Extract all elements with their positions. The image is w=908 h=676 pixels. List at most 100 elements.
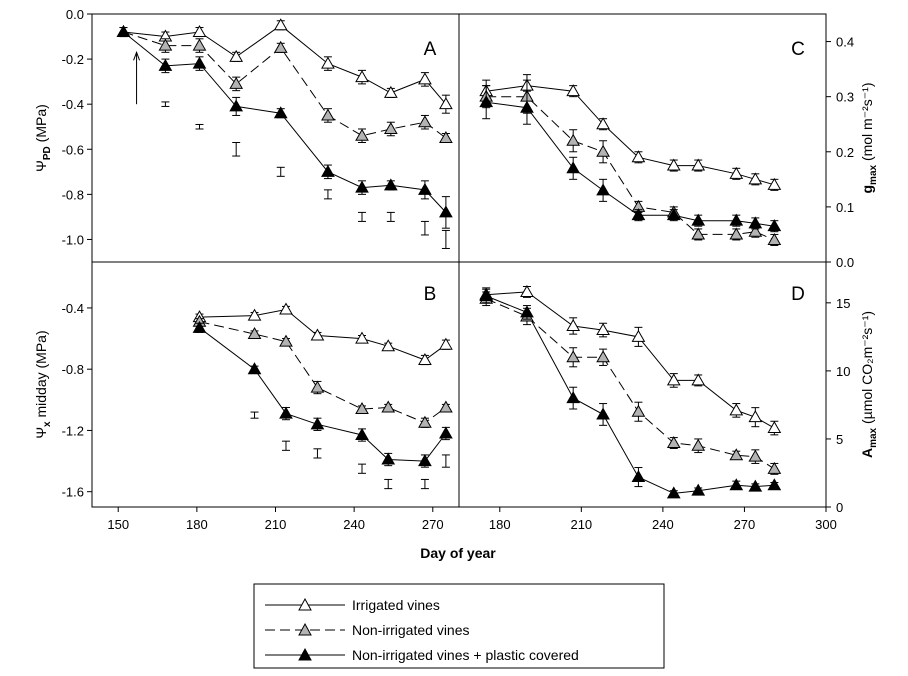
panel-d-line-covered [486,295,775,494]
panel-d-point-irrigated [631,329,646,342]
panel-b-point-covered [247,362,262,375]
panel-c-point-covered [748,216,763,229]
panel-b-point-irrigated [418,352,432,365]
panel-c-point-covered [596,183,610,196]
panel-b-point-irrigated [247,308,262,321]
legend-entry-irrigated: Irrigated vines [265,597,440,613]
panel-a-point-covered [116,25,131,38]
panel-b-ylabel: Ψx midday (MPa) [33,330,53,438]
panel-a-point-irrigated [273,18,288,31]
panel-c-point-non_irrigated [767,232,782,245]
chart-text: 0.0 -0.2 -0.4 -0.6 -0.8 -1.0 A ΨPD (MPa) -0.4 -0.… [33,7,879,532]
panel-b-error-only-bar [441,454,450,468]
panel-b-error-only-bar [281,440,290,451]
panel-b-ytick-label: -0.4 [62,301,84,316]
panel-a-point-covered [418,182,432,195]
panel-d-xtick-label: 210 [570,517,592,532]
panel-a-point-irrigated [229,49,244,62]
panel-a-point-covered [439,205,453,218]
panel-a-error-only-bar [161,101,170,107]
panel-d-ylabel: Amax (µmol CO₂m⁻²s⁻¹) [859,311,879,458]
legend-marker-covered [298,647,312,661]
panel-d-line-irrigated [486,291,775,429]
panel-d-point-irrigated [520,284,534,297]
panel-c-point-irrigated [748,172,763,185]
panel-c-ytick-label: 0.3 [836,90,854,105]
panel-a-point-non_irrigated [383,121,398,134]
panel-b-point-non_irrigated [247,326,262,339]
panel-a-error-only-bar [323,189,332,200]
panel-c-point-non_irrigated [729,227,744,240]
panel-b-point-irrigated [381,339,396,352]
panel-a-point-non_irrigated [355,128,369,141]
panel-a-ytick-label: -0.4 [62,97,84,112]
panel-b-error-only-bar [358,463,367,474]
panel-b-line-non_irrigated [199,321,447,424]
panel-a-point-irrigated [321,56,335,69]
panel-d-point-covered [631,470,646,483]
panel-d-point-covered [767,478,782,491]
panel-b-point-covered [418,454,432,467]
panel-c-ytick-label: 0.0 [836,255,854,270]
panel-c-ytick-label: 0.2 [836,145,854,160]
panel-b-letter: B [424,284,437,305]
panel-c-point-covered [666,208,681,221]
panel-b-error-only-bar [420,478,429,490]
panel-a-point-covered [158,58,173,71]
panel-a-point-non_irrigated [192,38,207,51]
panel-c-line-non_irrigated [486,96,775,241]
panel-d-xtick-label: 270 [734,517,756,532]
panel-a-error-only-bar [195,123,204,130]
panel-frames [87,13,831,512]
panel-c-point-covered [479,95,494,108]
panel-c-point-non_irrigated [566,133,581,146]
panel-a-point-non_irrigated [229,76,244,89]
panel-a-point-non_irrigated [273,40,288,53]
panel-c-point-non_irrigated [596,144,610,157]
panel-a-point-covered [355,180,369,193]
panel-a-point-covered [192,56,207,69]
panel-b-point-covered [439,426,453,439]
panel-a-point-irrigated [383,85,398,98]
panel-b-error-only-bar [384,478,393,490]
panel-d-point-irrigated [566,318,581,331]
panel-b-point-covered [310,417,325,430]
panel-c-point-irrigated [596,117,610,130]
panel-a-point-irrigated [439,97,453,110]
panel-d-point-irrigated [729,403,744,416]
panel-b-point-non_irrigated [439,400,453,413]
panel-a-error-only-bar [441,229,450,249]
legend-entry-non-irrigated: Non-irrigated vines [265,622,470,638]
panel-d-line-non_irrigated [486,298,775,470]
legend-label-irrigated: Irrigated vines [352,597,440,613]
panel-d-point-non_irrigated [748,449,763,462]
panel-d-point-non_irrigated [666,436,681,449]
panel-a-point-non_irrigated [158,38,173,51]
panel-c-ytick-label: 0.1 [836,200,854,215]
panel-d-point-irrigated [666,373,681,386]
panel-c-letter: C [791,39,805,60]
panel-c-ylabel: gmax (mol m⁻²s⁻¹) [859,82,879,193]
panel-b-point-covered [192,320,207,333]
legend-marker-non-irrigated [298,622,312,636]
panel-d-point-covered [520,305,534,318]
panel-d-point-non_irrigated [729,448,744,461]
panel-d-point-covered [666,486,681,499]
panel-d-ytick-label: 0 [836,500,843,515]
panel-c-point-covered [520,100,534,113]
legend-label-non-irrigated: Non-irrigated vines [352,622,470,638]
panel-a-error-only-bar [276,166,285,177]
panel-a-point-irrigated [355,70,369,83]
panel-b-point-covered [381,452,396,465]
panel-a-error-only-bar [386,211,395,222]
panel-b-point-non_irrigated [418,415,432,428]
legend-marker-irrigated [298,597,312,611]
panel-c-point-irrigated [691,158,706,171]
panel-b-error-only-bar [313,448,322,459]
panel-d-point-covered [566,391,581,404]
legend-entry-covered: Non-irrigated vines + plastic covered [265,647,579,663]
panel-d-point-non_irrigated [596,350,610,363]
panel-a-ytick-label: -1.0 [62,232,84,247]
chart-marks [116,18,782,499]
panel-b-xtick-label: 270 [422,517,444,532]
